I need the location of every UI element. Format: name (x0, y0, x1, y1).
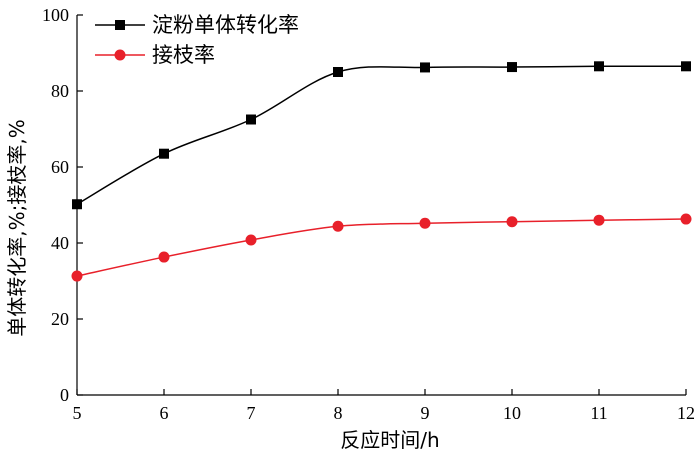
data-point-square (681, 61, 691, 72)
x-tick-label: 12 (677, 403, 695, 423)
y-axis-title: 单体转化率,%;接枝率,% (5, 119, 29, 336)
data-point-square (594, 61, 604, 72)
legend-label: 淀粉单体转化率 (152, 13, 299, 37)
data-point-circle (593, 214, 605, 226)
y-tick-label: 20 (51, 309, 69, 329)
x-tick-label: 7 (247, 403, 256, 423)
x-tick-label: 11 (590, 403, 607, 423)
data-point-square (246, 114, 256, 125)
y-tick-label: 0 (60, 385, 69, 405)
data-point-square (72, 199, 82, 210)
x-axis-title: 反应时间/h (340, 428, 439, 452)
data-point-square (507, 62, 517, 73)
data-point-square (333, 67, 343, 77)
data-point-circle (245, 234, 257, 246)
y-tick-label: 100 (42, 5, 69, 25)
data-point-circle (419, 217, 431, 229)
x-tick-label: 6 (160, 403, 169, 423)
y-tick-label: 60 (51, 157, 69, 177)
y-tick-label: 40 (51, 233, 69, 253)
ticks: 5 6 7 8 9 10 11 12 0 20 40 60 80 100 (42, 5, 695, 423)
legend-label: 接枝率 (152, 43, 215, 67)
data-point-circle (71, 270, 83, 282)
x-tick-label: 8 (334, 403, 343, 423)
data-point-square (159, 148, 169, 159)
x-tick-label: 10 (503, 403, 521, 423)
series-line (76, 218, 687, 277)
legend-marker-circle (114, 49, 126, 61)
data-point-circle (506, 216, 518, 228)
axes (76, 15, 686, 396)
series-grafting (71, 213, 692, 282)
x-tick-label: 9 (421, 403, 430, 423)
y-tick-label: 80 (51, 81, 69, 101)
series-line (76, 65, 687, 205)
data-point-circle (680, 213, 692, 225)
data-point-square (420, 62, 430, 73)
series-conversion (72, 61, 691, 210)
series-layer (71, 61, 692, 282)
data-point-circle (332, 220, 344, 232)
legend-marker-square (115, 20, 125, 30)
data-point-circle (158, 251, 170, 263)
x-tick-label: 5 (73, 403, 82, 423)
